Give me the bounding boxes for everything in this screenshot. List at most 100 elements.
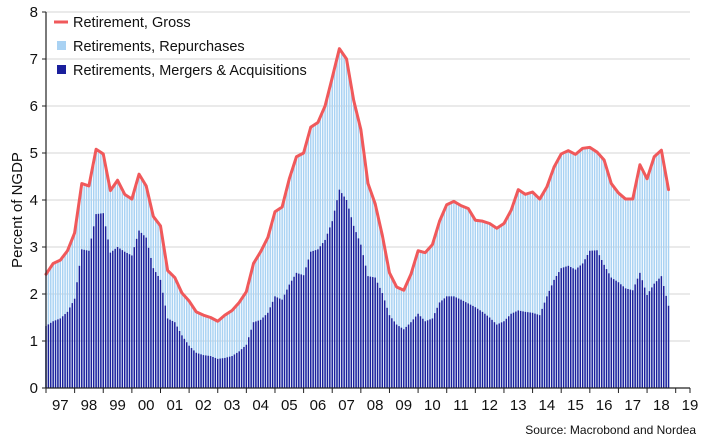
repurchases-bar [190,305,193,388]
mergers-acquisitions-bar [577,267,579,388]
y-tick-label: 6 [30,98,38,115]
mergers-acquisitions-bar [143,235,145,388]
x-tick-label: 08 [367,397,384,414]
x-tick-label: 09 [395,397,412,414]
repurchases-bar [195,312,198,388]
mergers-acquisitions-bar [76,282,78,388]
mergers-acquisitions-bar [612,279,615,388]
mergers-acquisitions-bar [185,342,188,388]
x-tick-label: 98 [81,397,98,414]
repurchases-bar [472,217,474,388]
repurchases-bar [653,157,655,388]
repurchases-bar [212,319,214,388]
mergers-acquisitions-bar [352,225,355,388]
mergers-acquisitions-bar [279,298,281,388]
mergers-acquisitions-bar [300,274,302,388]
mergers-acquisitions-bar [434,313,436,388]
mergers-acquisitions-bar [83,249,85,388]
mergers-acquisitions-bar [360,244,362,388]
mergers-acquisitions-bar [512,312,515,388]
mergers-acquisitions-bar [591,250,593,388]
mergers-acquisitions-bar [374,277,376,388]
mergers-acquisitions-bar [178,330,181,388]
mergers-acquisitions-bar [419,316,422,388]
repurchases-bar [488,224,491,388]
mergers-acquisitions-bar [169,319,171,388]
mergers-acquisitions-bar [639,272,641,388]
repurchases-bar [453,202,455,388]
mergers-acquisitions-bar [445,296,448,388]
mergers-acquisitions-bar [453,296,455,388]
mergers-acquisitions-bar [601,260,603,388]
mergers-acquisitions-bar [54,320,57,388]
mergers-acquisitions-bar [336,200,338,388]
mergers-acquisitions-bar [534,313,536,388]
repurchases-bar [205,317,207,388]
repurchases-bar [460,207,462,388]
x-tick-label: 10 [424,397,441,414]
mergers-acquisitions-bar [97,213,100,388]
repurchases-bar [188,302,190,388]
mergers-acquisitions-bar [302,275,305,388]
x-tick-label: 97 [52,397,69,414]
mergers-acquisitions-bar [312,250,314,388]
mergers-acquisitions-bar [147,247,150,388]
mergers-acquisitions-bar [610,277,613,388]
mergers-acquisitions-bar [281,299,283,388]
mergers-acquisitions-bar [135,238,138,388]
repurchases-bar [224,316,226,388]
x-tick-label: 00 [138,397,155,414]
mergers-acquisitions-bar [226,357,229,388]
mergers-acquisitions-bar [126,252,128,388]
repurchases-bar [228,313,231,388]
repurchases-bar [288,180,291,388]
mergers-acquisitions-bar [259,319,262,388]
mergers-acquisitions-bar [391,318,393,388]
x-tick-label: 07 [338,397,355,414]
repurchases-bar [505,220,508,388]
mergers-acquisitions-bar [197,353,200,388]
mergers-acquisitions-bar [271,301,274,388]
mergers-acquisitions-bar [491,319,493,388]
mergers-acquisitions-bar [500,322,503,388]
y-axis-label: Percent of NGDP [9,152,26,268]
mergers-acquisitions-bar [295,272,298,388]
mergers-acquisitions-bar [331,221,333,388]
repurchases-bar [243,296,245,388]
x-tick-label: 06 [310,397,327,414]
repurchases-bar [493,227,496,388]
repurchases-bar [646,180,648,388]
mergers-acquisitions-bar [431,318,434,388]
repurchases-bar [221,318,224,388]
mergers-acquisitions-bar [131,255,133,388]
mergers-acquisitions-bar [653,283,655,388]
mergers-acquisitions-bar [338,189,341,388]
mergers-acquisitions-bar [245,344,248,388]
mergers-acquisitions-bar [109,252,112,388]
repurchases-bar [469,213,472,388]
mergers-acquisitions-bar [162,292,164,388]
mergers-acquisitions-bar [412,319,415,388]
mergers-acquisitions-bar [116,247,119,388]
mergers-acquisitions-bar [176,326,178,388]
mergers-acquisitions-bar [102,213,104,388]
repurchases-bar [491,226,493,388]
mergers-acquisitions-bar [73,298,76,388]
mergers-acquisitions-bar [455,297,457,388]
mergers-acquisitions-bar [69,307,71,388]
mergers-acquisitions-bar [486,315,488,388]
x-tick-label: 18 [653,397,670,414]
repurchases-bar [286,189,288,388]
repurchases-bar [238,303,240,388]
mergers-acquisitions-bar [381,293,384,388]
mergers-acquisitions-bar [362,255,364,388]
mergers-acquisitions-bar [584,259,586,388]
y-tick-label: 2 [30,286,38,303]
repurchases-bar [214,320,217,388]
mergers-acquisitions-bar [407,324,410,388]
repurchases-bar [209,318,212,388]
gross-line [44,47,671,323]
repurchases-bar [231,311,233,388]
mergers-acquisitions-bar [166,318,169,388]
repurchases-bar [300,155,302,388]
